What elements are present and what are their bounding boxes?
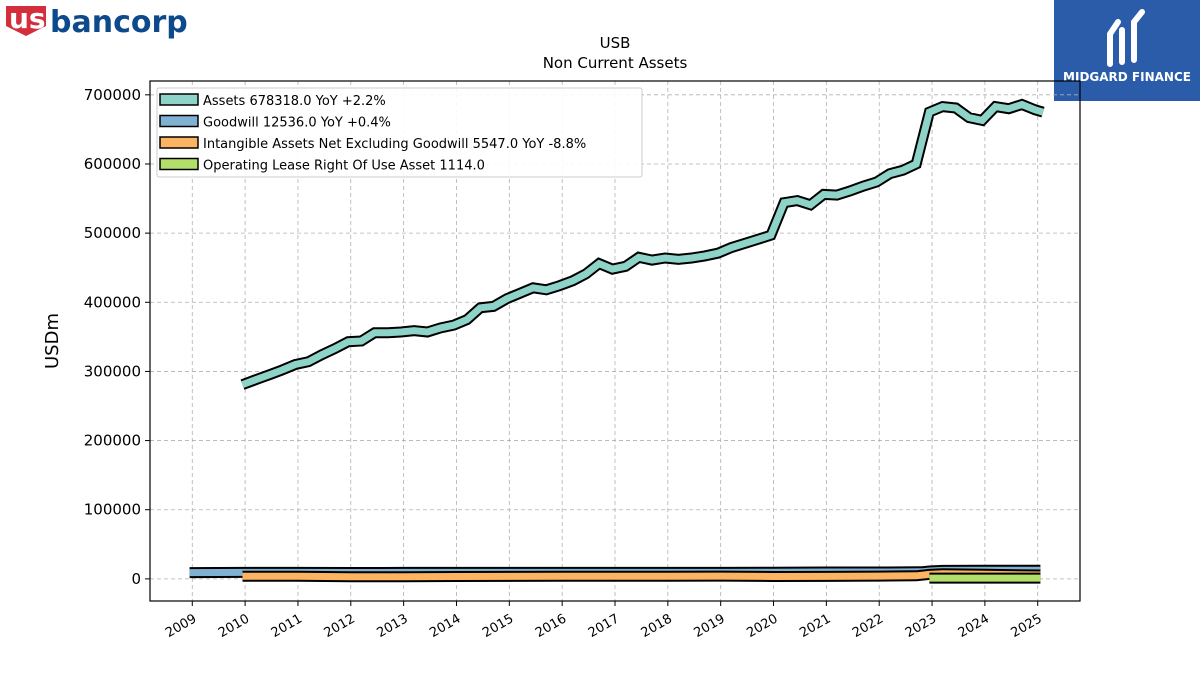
legend-entry: Assets 678318.0 YoY +2.2% (203, 94, 386, 109)
x-tick-label: 2020 (744, 611, 780, 641)
legend: Assets 678318.0 YoY +2.2% Goodwill 12536.… (156, 87, 643, 178)
legend-box (156, 87, 643, 178)
shield-badge (6, 6, 46, 36)
y-tick-label: 500000 (84, 224, 141, 242)
logo-bancorp-text: bancorp (50, 5, 188, 40)
x-tick-label: 2025 (1009, 611, 1045, 641)
x-tick-label: 2013 (374, 611, 410, 641)
x-tick-label: 2018 (639, 611, 675, 641)
y-tick-label: 200000 (84, 432, 141, 450)
plot-frame (149, 80, 1081, 602)
x-tick-label: 2014 (427, 611, 463, 641)
logo-us-text: us (9, 4, 46, 35)
y-tick-label: 600000 (84, 155, 141, 173)
x-tick-label: 2011 (269, 611, 305, 641)
x-tick-label: 2022 (850, 611, 886, 641)
midgard-finance-badge: MIDGARD FINANCE (1054, 0, 1200, 101)
x-tick-label: 2016 (533, 611, 569, 641)
x-tick-label: 2010 (216, 611, 252, 641)
y-axis-label: USDm (42, 313, 63, 369)
y-tick-label: 100000 (84, 501, 141, 519)
y-tick-label: 700000 (84, 86, 141, 104)
legend-entry: Intangible Assets Net Excluding Goodwill… (203, 137, 586, 152)
x-tick-label: 2009 (163, 611, 199, 641)
y-tick-label: 0 (131, 570, 141, 588)
legend-entry: Operating Lease Right Of Use Asset 1114.… (203, 159, 485, 174)
x-tick-label: 2021 (797, 611, 833, 641)
series-line-intangible-assets-net-excluding-goodwill (242, 570, 1041, 581)
x-tick-label: 2012 (322, 611, 358, 641)
midgard-logo-mark (1107, 9, 1145, 67)
x-tick-label: 2019 (692, 611, 728, 641)
brand-name: MIDGARD FINANCE (1063, 70, 1191, 84)
x-tick-label: 2024 (956, 611, 992, 641)
series-group (189, 98, 1045, 584)
legend-entry: Goodwill 12536.0 YoY +0.4% (203, 116, 391, 131)
legend-swatch (159, 93, 199, 106)
x-tick-label: 2023 (903, 611, 939, 641)
y-tick-label: 400000 (84, 293, 141, 311)
y-tick-label: 300000 (84, 362, 141, 380)
x-tick-label: 2017 (586, 611, 622, 641)
legend-swatch (159, 114, 199, 128)
chart-subtitle: Non Current Assets (543, 54, 688, 72)
usbancorp-logo: us bancorp (6, 4, 188, 40)
legend-swatch (159, 157, 199, 171)
chart-title: USB (600, 34, 631, 52)
legend-swatch (159, 136, 199, 149)
x-tick-label: 2015 (480, 611, 516, 641)
series-line-assets (241, 100, 1044, 388)
